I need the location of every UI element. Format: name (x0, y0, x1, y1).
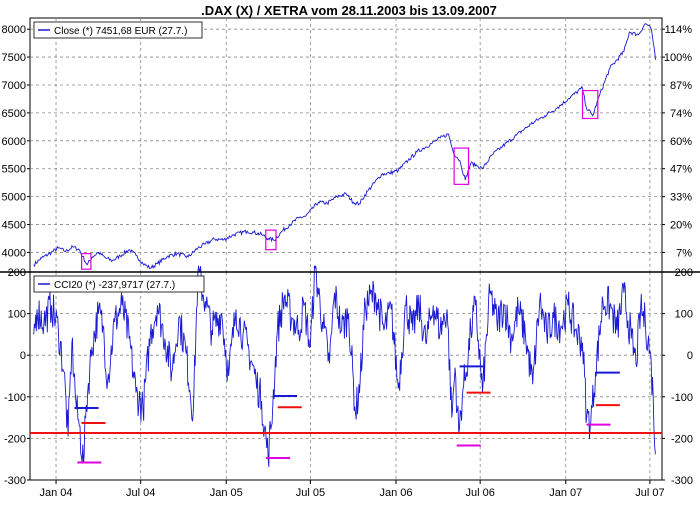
cci-y-tick-label: -200 (4, 433, 26, 445)
price-highlight-box (453, 147, 470, 185)
chart-title: .DAX (X) / XETRA vom 28.11.2003 bis 13.0… (201, 3, 497, 18)
cci-legend-label: CCI20 (*) -237,9717 (27.7.) (54, 280, 175, 291)
price-y-right-tick-label: 60% (670, 136, 692, 148)
price-y-right-tick-label: 114% (665, 24, 693, 36)
cci-y-right-tick-label: 0 (687, 350, 693, 362)
cci-y-tick-label: -300 (4, 475, 26, 487)
price-y-tick-label: 5000 (2, 192, 26, 204)
price-y-tick-label: 6500 (2, 108, 26, 120)
price-y-right-tick-label: 20% (670, 220, 692, 232)
price-highlight-box (265, 229, 277, 251)
price-y-right-tick-label: 7% (676, 247, 692, 259)
price-y-tick-label: 5500 (2, 164, 26, 176)
x-axis-tick-label: Jan 07 (549, 487, 582, 499)
cci-y-tick-label: -100 (4, 392, 26, 404)
cci-panel: Jan 04 Jul 04 Jan 05 Jul 05 Jan 06 Jul 06 Jan … (0, 265, 700, 499)
price-y-right-tick-label: 47% (670, 164, 692, 176)
price-y-tick-label: 7000 (2, 80, 26, 92)
cci-legend: CCI20 (*) -237,9717 (27.7.) (33, 275, 205, 293)
price-legend-box (33, 21, 203, 39)
cci-y-right-tick-label: 100 (675, 309, 693, 321)
price-y-tick-label: 7500 (2, 52, 26, 64)
price-y-tick-label: 8000 (2, 24, 26, 36)
price-y-right-tick-label: 100% (664, 52, 692, 64)
price-legend-label: Close (*) 7451,68 EUR (27.7.) (54, 26, 187, 37)
cci-y-right-tick-label: 200 (675, 267, 693, 279)
cci-y-right-tick-label: -300 (671, 475, 693, 487)
price-highlight-box (581, 89, 599, 120)
price-y-right-tick-label: 87% (670, 80, 692, 92)
price-panel: 4000 7% 4500 20% 5000 33% 5500 47% 6000 60% 6500 74… (2, 17, 693, 273)
price-y-right-tick-label: 33% (670, 192, 692, 204)
price-y-right-tick-label: 74% (670, 108, 692, 120)
price-highlight-box (81, 252, 92, 270)
cci-y-tick-label: 100 (8, 309, 26, 321)
cci-y-tick-label: 200 (8, 267, 26, 279)
cci-y-right-tick-label: -200 (671, 433, 693, 445)
cci-y-right-tick-label: -100 (671, 392, 693, 404)
price-y-tick-label: 4000 (2, 247, 26, 259)
price-series-line (33, 23, 656, 270)
x-axis-tick-label: Jul 05 (296, 487, 325, 499)
price-y-tick-label: 6000 (2, 136, 26, 148)
cci-legend-box (33, 275, 205, 293)
x-axis-tick-label: Jul 07 (635, 487, 664, 499)
price-legend: Close (*) 7451,68 EUR (27.7.) (33, 21, 203, 39)
x-axis-tick-label: Jul 06 (465, 487, 494, 499)
x-axis-tick-label: Jan 04 (40, 487, 73, 499)
cci-y-tick-label: 0 (20, 350, 26, 362)
x-axis-tick-label: Jul 04 (126, 487, 155, 499)
x-axis-tick-label: Jan 05 (210, 487, 243, 499)
x-axis-tick-label: Jan 06 (379, 487, 412, 499)
cci-series-line (33, 265, 656, 468)
price-y-tick-label: 4500 (2, 220, 26, 232)
